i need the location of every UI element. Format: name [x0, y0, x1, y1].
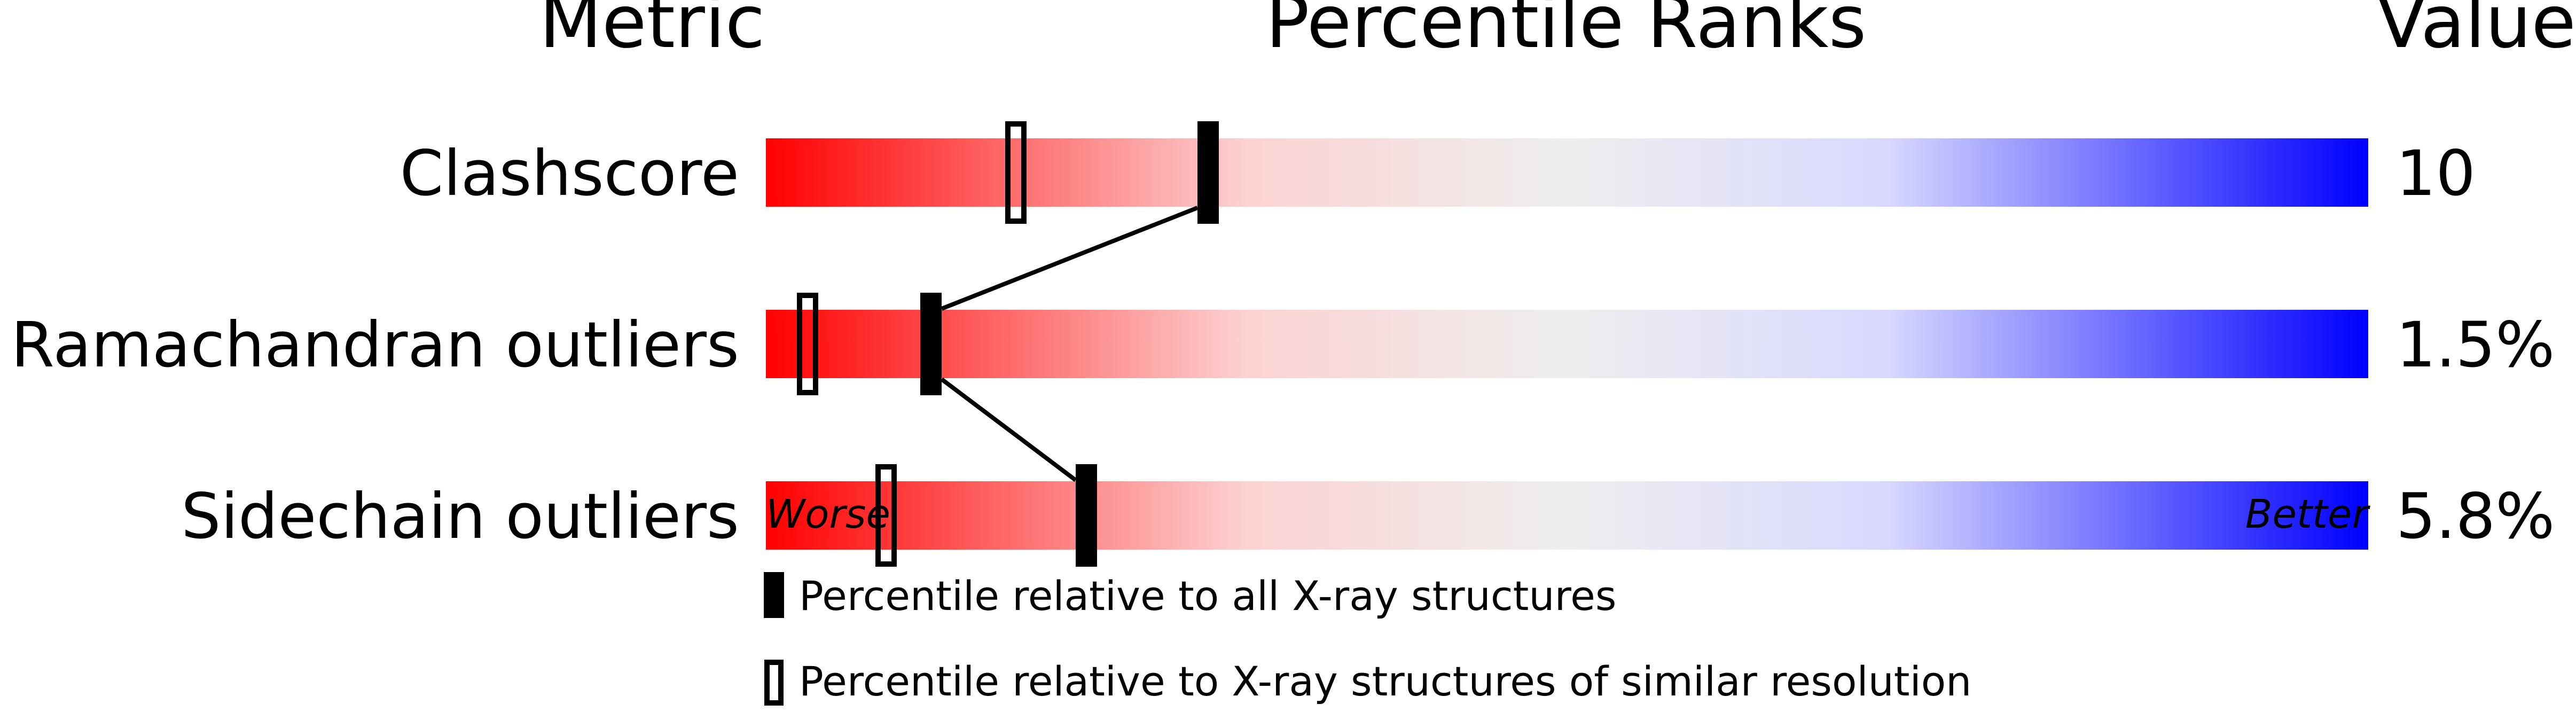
similar-resolution-marker — [875, 464, 897, 567]
worse-label: Worse — [766, 491, 890, 537]
legend-filled-marker-icon — [764, 572, 784, 618]
header-metric: Metric — [539, 0, 765, 65]
all-structures-marker — [920, 293, 942, 395]
legend-all-label: Percentile relative to all X-ray structu… — [799, 572, 1617, 620]
better-label: Better — [2245, 491, 2371, 537]
header-value: Value — [2377, 0, 2576, 65]
metric-label: Sidechain outliers — [181, 480, 739, 553]
similar-resolution-marker — [797, 293, 818, 395]
connector-line — [940, 377, 1077, 482]
metric-label: Clashscore — [400, 137, 739, 210]
metric-row: Clashscore 10 — [400, 121, 2476, 224]
metric-label: Ramachandran outliers — [11, 308, 740, 381]
metric-row: Sidechain outliers 5.8% — [181, 464, 2555, 567]
metric-value: 5.8% — [2396, 480, 2555, 553]
metric-row: Ramachandran outliers 1.5% — [11, 293, 2555, 395]
connector-line — [941, 206, 1199, 311]
all-structures-marker — [1197, 121, 1219, 224]
all-structures-marker — [1076, 464, 1097, 567]
percentile-bar — [766, 481, 2368, 550]
metric-value: 1.5% — [2396, 308, 2555, 381]
metric-value: 10 — [2396, 137, 2476, 210]
similar-resolution-marker — [1005, 121, 1027, 224]
legend-similar-label: Percentile relative to X-ray structures … — [799, 658, 1971, 705]
legend-open-marker-icon — [764, 660, 784, 706]
header-percentile-ranks: Percentile Ranks — [1266, 0, 1867, 65]
percentile-bar — [766, 310, 2368, 378]
percentile-bar — [766, 138, 2368, 207]
